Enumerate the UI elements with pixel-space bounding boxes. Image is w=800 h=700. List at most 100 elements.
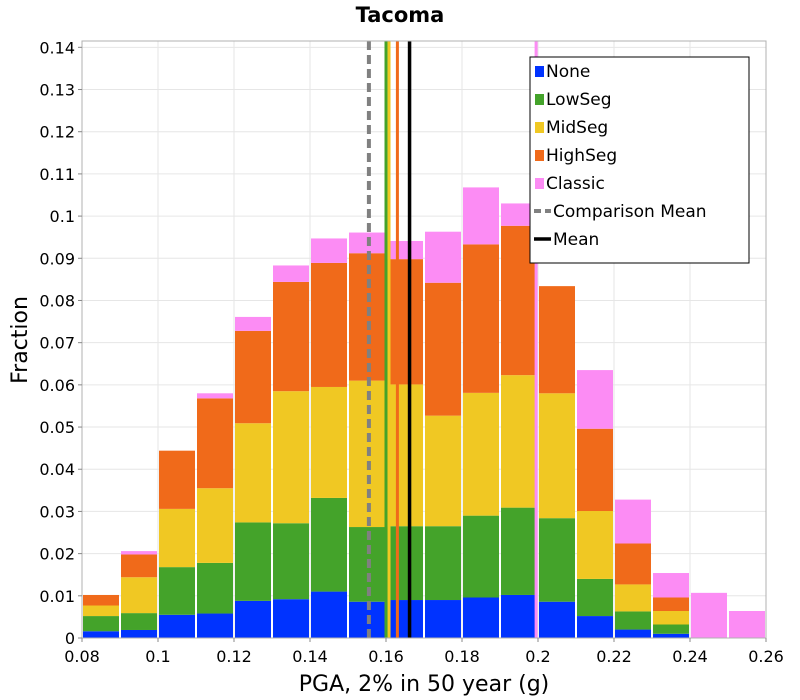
x-tick-label: 0.24 <box>672 647 708 666</box>
bar-midseg <box>539 393 575 519</box>
x-tick-label: 0.08 <box>64 647 100 666</box>
bar-midseg <box>387 384 423 527</box>
y-tick-label: 0.02 <box>39 545 75 564</box>
bar-midseg <box>577 511 613 579</box>
bar-midseg <box>273 391 309 524</box>
bar-highseg <box>273 281 309 392</box>
bar-lowseg <box>539 518 575 602</box>
bar-highseg <box>463 244 499 393</box>
bar-midseg <box>653 610 689 625</box>
y-tick-label: 0 <box>65 629 75 648</box>
bar-highseg <box>387 259 423 385</box>
bar-classic <box>653 573 689 598</box>
bar-classic <box>615 499 651 544</box>
bar-lowseg <box>463 515 499 598</box>
y-tick-label: 0.13 <box>39 81 75 100</box>
bar-lowseg <box>197 562 233 614</box>
bar-midseg <box>197 488 233 563</box>
legend-box <box>529 56 750 264</box>
y-tick-label: 0.08 <box>39 291 75 310</box>
legend-swatch-classic <box>535 178 544 189</box>
bar-midseg <box>501 375 537 508</box>
y-tick-label: 0.05 <box>39 418 75 437</box>
bar-midseg <box>235 423 271 523</box>
bar-classic <box>577 370 613 429</box>
y-tick-label: 0.06 <box>39 376 75 395</box>
bar-highseg <box>425 282 461 416</box>
bar-highseg <box>311 262 347 387</box>
y-tick-label: 0.01 <box>39 587 75 606</box>
bar-none <box>653 633 689 638</box>
bar-none <box>615 629 651 638</box>
legend-label-classic: Classic <box>546 174 605 194</box>
bar-lowseg <box>501 507 537 595</box>
bar-none <box>159 614 195 638</box>
bar-none <box>83 631 119 638</box>
bar-classic <box>121 551 157 555</box>
y-axis-title: Fraction <box>8 296 33 384</box>
bar-highseg <box>615 543 651 585</box>
legend-swatch-lowseg <box>535 94 544 105</box>
bar-lowseg <box>83 616 119 632</box>
bar-none <box>197 613 233 638</box>
legend-label-highseg: HighSeg <box>546 146 617 166</box>
bar-none <box>121 629 157 638</box>
chart-title: Tacoma <box>356 3 445 27</box>
bar-highseg <box>121 554 157 578</box>
legend-label-lowseg: LowSeg <box>546 90 612 110</box>
bar-classic <box>311 238 347 263</box>
x-tick-label: 0.16 <box>368 647 404 666</box>
x-tick-label: 0.14 <box>292 647 328 666</box>
bar-none <box>577 616 613 638</box>
bar-none <box>387 600 423 638</box>
bar-classic <box>273 265 309 282</box>
bar-classic <box>691 592 727 638</box>
bar-midseg <box>83 605 119 617</box>
bar-classic <box>387 240 423 260</box>
bar-none <box>273 599 309 638</box>
y-tick-label: 0.07 <box>39 334 75 353</box>
legend-swatch-none <box>535 66 544 77</box>
bar-lowseg <box>577 578 613 617</box>
bar-classic <box>501 203 537 226</box>
bar-none <box>311 591 347 638</box>
bar-highseg <box>577 428 613 512</box>
bar-classic <box>729 610 765 638</box>
x-tick-label: 0.1 <box>145 647 170 666</box>
bar-highseg <box>653 597 689 611</box>
y-tick-label: 0.12 <box>39 123 75 142</box>
x-tick-label: 0.26 <box>748 647 784 666</box>
bar-none <box>463 597 499 638</box>
x-tick-label: 0.12 <box>216 647 252 666</box>
bar-none <box>539 601 575 638</box>
bar-lowseg <box>159 567 195 615</box>
bar-lowseg <box>615 611 651 630</box>
bar-midseg <box>615 584 651 612</box>
legend-swatch-highseg <box>535 150 544 161</box>
x-tick-label: 0.18 <box>444 647 480 666</box>
bar-classic <box>235 316 271 331</box>
x-axis-title: PGA, 2% in 50 year (g) <box>299 672 550 697</box>
bar-highseg <box>539 286 575 394</box>
bar-lowseg <box>653 624 689 634</box>
y-tick-label: 0.09 <box>39 249 75 268</box>
legend: None LowSeg MidSeg HighSeg Classic Comparison… <box>529 56 750 264</box>
bar-lowseg <box>387 526 423 601</box>
plot-frame <box>81 40 767 639</box>
x-tick-label: 0.2 <box>525 647 550 666</box>
bar-classic <box>197 393 233 399</box>
bar-highseg <box>197 398 233 489</box>
bar-lowseg <box>425 526 461 601</box>
bar-lowseg <box>273 523 309 600</box>
legend-label-comparison-mean: Comparison Mean <box>553 202 707 222</box>
bar-none <box>235 600 271 638</box>
bar-lowseg <box>311 497 347 592</box>
bar-highseg <box>159 450 195 509</box>
bar-highseg <box>349 253 385 381</box>
bar-lowseg <box>121 613 157 630</box>
y-tick-label: 0.11 <box>39 165 75 184</box>
bar-none <box>501 594 537 638</box>
bar-highseg <box>83 594 119 606</box>
y-tick-label: 0.14 <box>39 38 75 57</box>
y-tick-label: 0.1 <box>50 207 75 226</box>
